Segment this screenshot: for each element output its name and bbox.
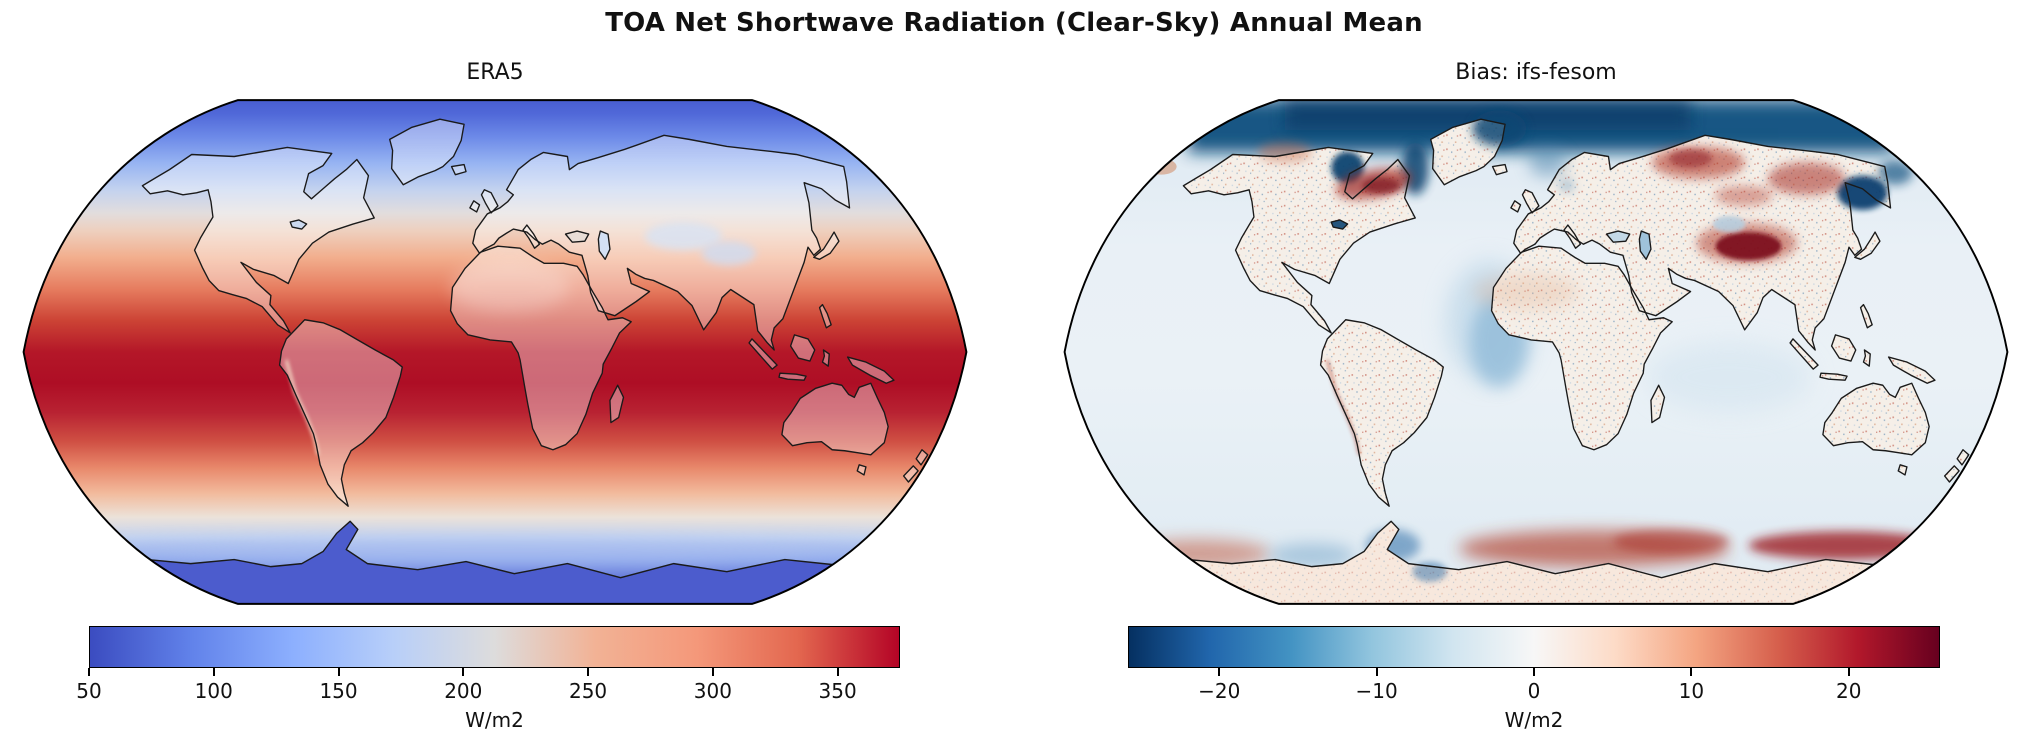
colorbar-tick bbox=[1375, 668, 1378, 676]
siberia-positive-core bbox=[1669, 149, 1712, 168]
colorbar-tick bbox=[1218, 668, 1221, 676]
era5-map bbox=[22, 99, 968, 605]
colorbar-tick-label: 350 bbox=[818, 679, 857, 703]
himalaya-light-patch bbox=[701, 241, 756, 266]
southern-ocean-band-center2 bbox=[1613, 529, 1730, 554]
colorbar-tick bbox=[836, 668, 839, 676]
colorbar-tick bbox=[212, 668, 215, 676]
colorbar-tick bbox=[88, 668, 90, 676]
tibet-positive-core bbox=[1715, 232, 1782, 261]
tibet-plateau-light-patch bbox=[644, 222, 723, 251]
colorbar-tick-label: −20 bbox=[1198, 679, 1241, 703]
colorbar-tick bbox=[462, 668, 465, 676]
colorbar-bias-gradient-bar bbox=[1128, 626, 1940, 668]
colorbar-tick bbox=[1533, 668, 1535, 676]
colorbar-tick bbox=[587, 668, 590, 676]
antarctic-coastal-fringe bbox=[79, 537, 911, 566]
colorbar-tick-label: 100 bbox=[194, 679, 233, 703]
norwegian-sea-negative bbox=[1528, 148, 1567, 177]
colorbar-tick bbox=[337, 668, 340, 676]
colorbar-tick-label: 200 bbox=[444, 679, 483, 703]
colorbar-bias-unit-label: W/m2 bbox=[1504, 708, 1564, 732]
colorbar-tick-label: 250 bbox=[568, 679, 608, 703]
tarim-basin-patch bbox=[1712, 215, 1746, 233]
colorbar-tick-label: 150 bbox=[319, 679, 358, 703]
sahara-bright-patch bbox=[449, 260, 570, 313]
panel-title-era5: ERA5 bbox=[466, 60, 524, 85]
colorbar-tick bbox=[1847, 668, 1850, 676]
bias-map bbox=[1063, 99, 2009, 605]
nw-canada-warm-patch bbox=[1257, 142, 1312, 163]
indian-ocean-light-blue bbox=[1647, 341, 1812, 413]
colorbar-era5-gradient-bar bbox=[89, 626, 900, 668]
colorbar-tick bbox=[711, 668, 714, 676]
southern-ocean-maroon-edge bbox=[1903, 536, 1981, 561]
figure-title: TOA Net Shortwave Radiation (Clear-Sky) … bbox=[605, 8, 1423, 38]
colorbar-tick-label: 20 bbox=[1835, 679, 1862, 703]
alaska-warm-patch bbox=[1145, 158, 1177, 175]
colorbar-era5: W/m2 50 100 150 200 250 300 350 bbox=[76, 626, 900, 741]
panel-title-bias: Bias: ifs-fesom bbox=[1455, 60, 1617, 85]
colorbar-tick-label: −10 bbox=[1355, 679, 1398, 703]
baltic-sea-negative bbox=[1559, 179, 1575, 192]
southern-ocean-band-east bbox=[1748, 531, 1942, 560]
colorbar-tick bbox=[1690, 668, 1693, 676]
mongolia-positive bbox=[1714, 185, 1773, 206]
greenland-sea-negative bbox=[1472, 110, 1527, 147]
ne-siberia-positive bbox=[1767, 162, 1846, 195]
colorbar-tick-label: 50 bbox=[76, 679, 102, 703]
sahel-warm-patch bbox=[1473, 273, 1580, 310]
davis-strait-labrador-negative bbox=[1401, 142, 1429, 195]
east-antarctic-blue-patch bbox=[1878, 573, 1928, 590]
colorbar-tick-label: 300 bbox=[693, 679, 732, 703]
colorbar-tick-label: 10 bbox=[1678, 679, 1705, 703]
colorbar-tick-label: 0 bbox=[1527, 679, 1541, 703]
okhotsk-sea-negative bbox=[1837, 175, 1888, 210]
southern-ocean-blue-west bbox=[1268, 543, 1356, 568]
colorbar-era5-unit-label: W/m2 bbox=[465, 708, 524, 732]
bering-sea-negative bbox=[1877, 160, 1913, 185]
colorbar-bias: W/m2 −20 −10 0 10 20 bbox=[1128, 626, 1940, 741]
